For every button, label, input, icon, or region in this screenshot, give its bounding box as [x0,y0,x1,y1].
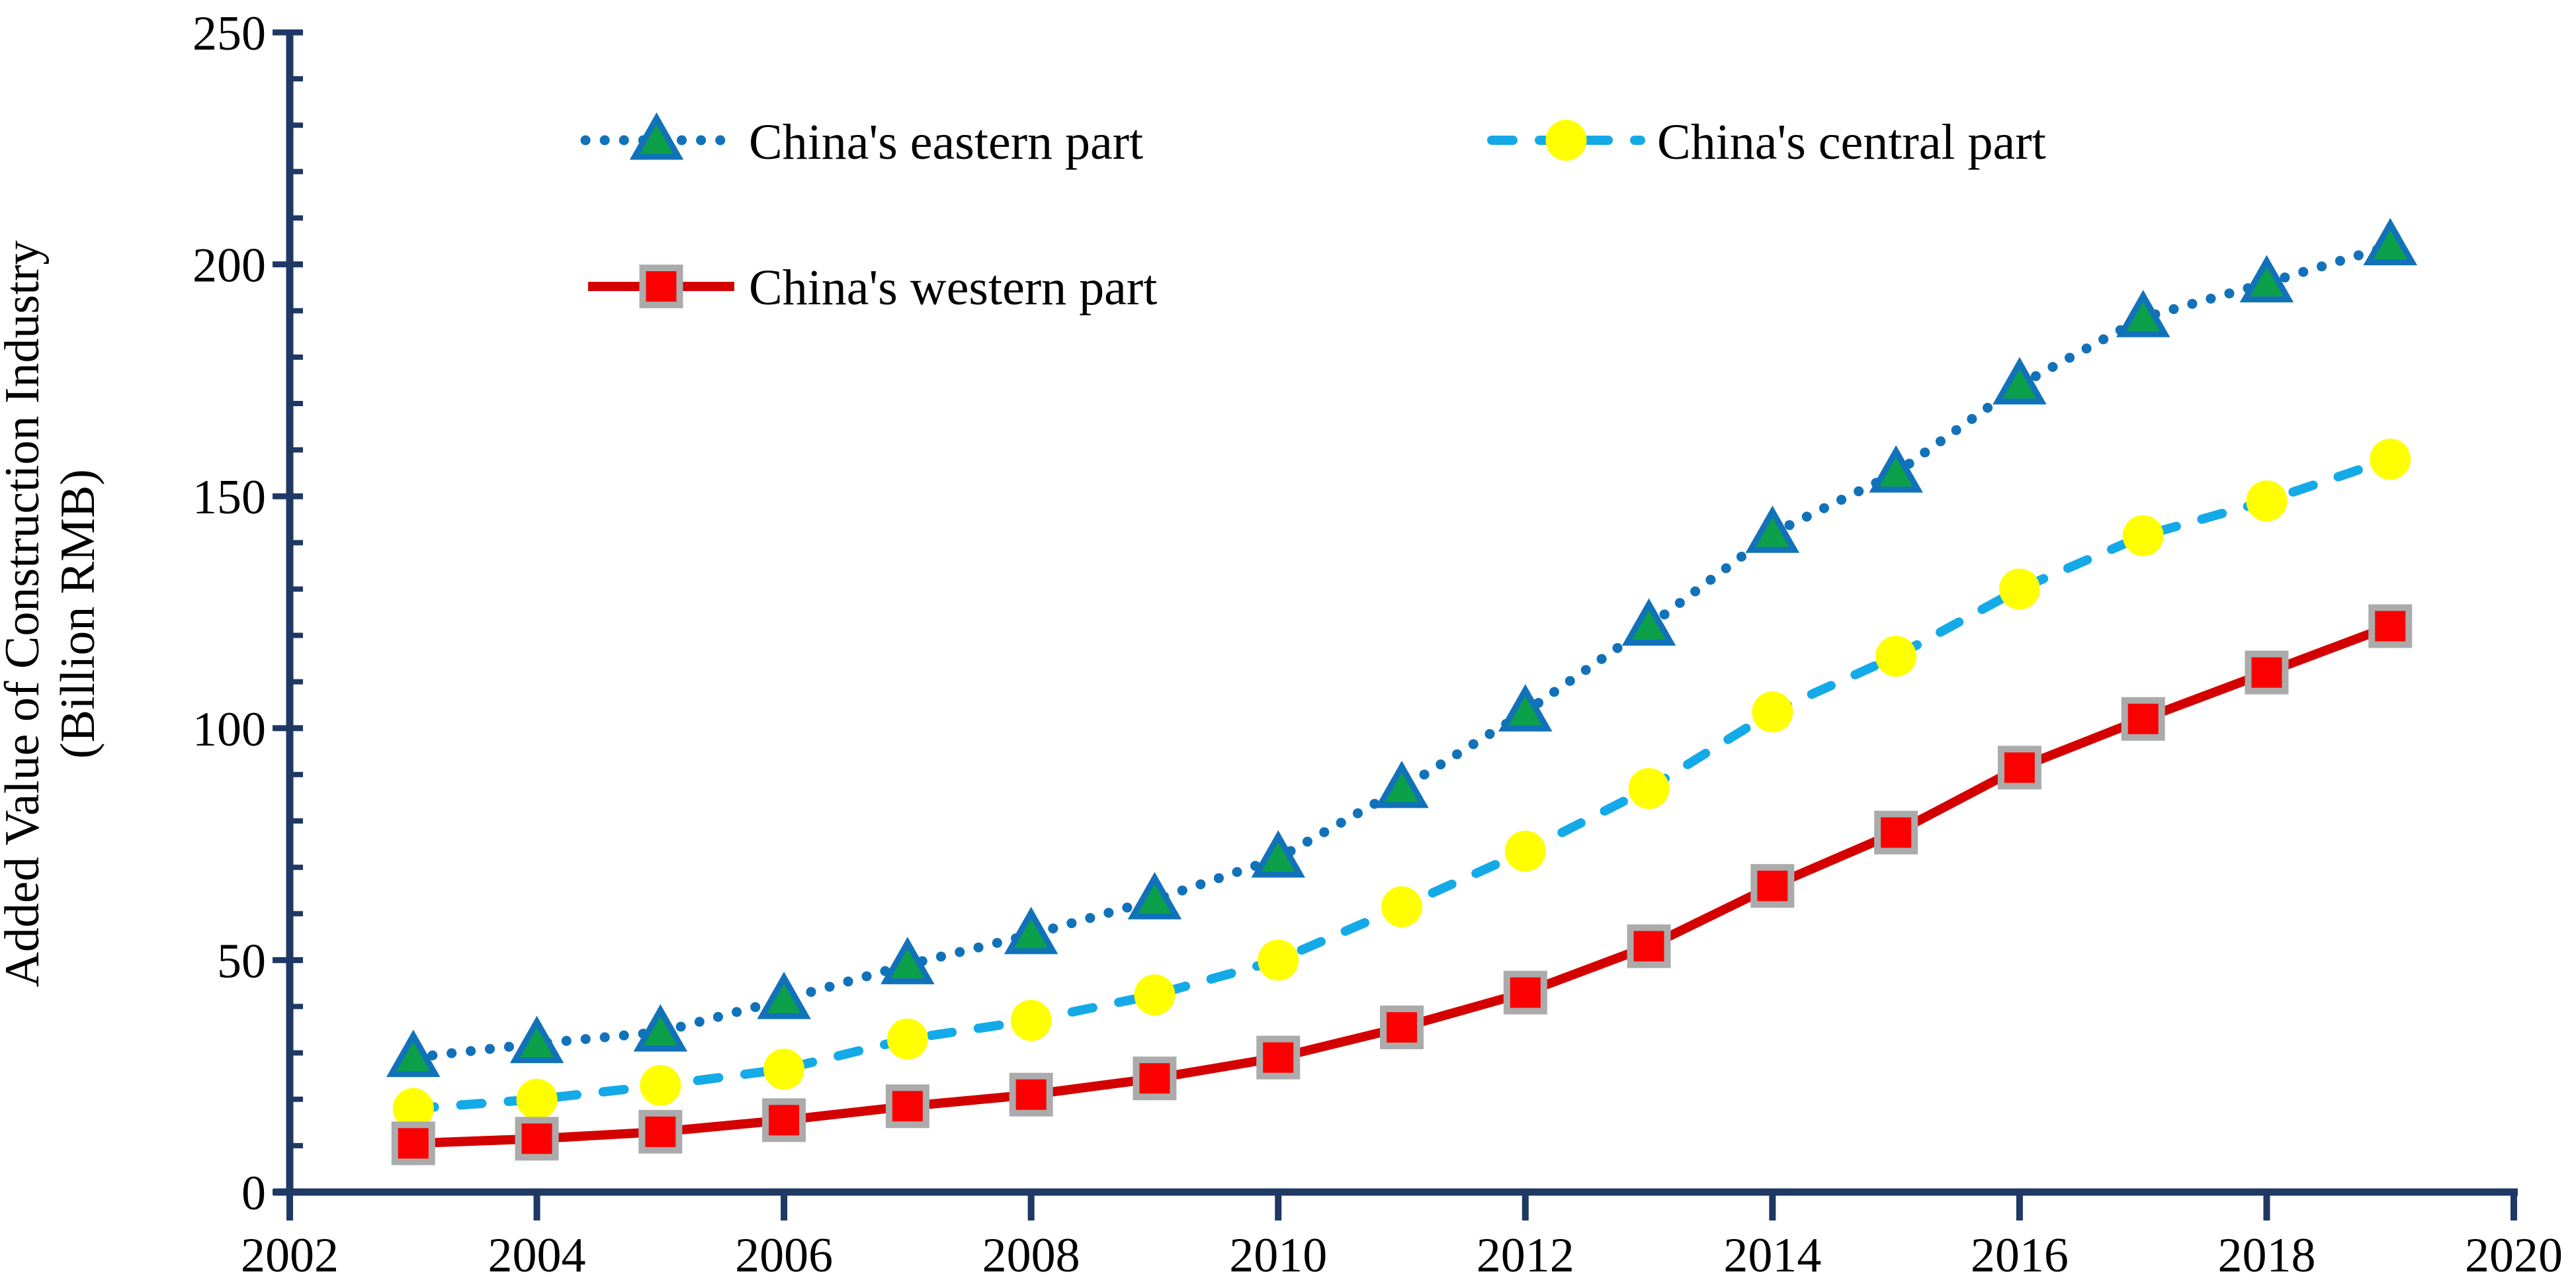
marker-western-2003 [391,1121,435,1166]
marker-western-legend [639,265,683,308]
marker-eastern-2005 [633,1004,688,1052]
marker-eastern-2007 [880,937,935,984]
marker-central-2008 [1010,1000,1052,1041]
marker-western-2014 [1750,864,1795,908]
x-tick-label-2018: 2018 [2217,1228,2315,1283]
legend-swatch-western-icon [588,265,734,308]
marker-central-2010 [1258,939,1299,981]
legend-label-western: China's western part [749,260,1157,316]
marker-central-2011 [1381,886,1422,927]
x-tick-label-2012: 2012 [1477,1228,1574,1283]
marker-eastern-2015 [1869,445,1923,493]
legend-swatch-central-icon [1487,120,1645,161]
legend-label-central: China's central part [1657,114,2046,170]
marker-central-2007 [886,1018,928,1060]
marker-eastern-2012 [1498,684,1553,732]
marker-central-2018 [2246,480,2288,522]
legend-label-eastern: China's eastern part [749,114,1143,170]
marker-eastern-2008 [1004,906,1058,955]
marker-central-2014 [1752,691,1793,733]
marker-western-2016 [1997,746,2041,790]
marker-eastern-2018 [2239,255,2294,303]
marker-western-2008 [1009,1072,1053,1117]
marker-central-2012 [1504,830,1546,872]
series-line-western [413,621,2392,1148]
marker-central-2005 [640,1064,681,1106]
legend-item-central: China's central part [1487,114,2046,170]
x-tick-label-2006: 2006 [735,1228,833,1283]
marker-eastern-2010 [1251,830,1305,878]
marker-western-2010 [1256,1035,1301,1080]
axes: 0 50 100 150 200 250 2002 2004 2006 2008 2010 2012 2… [193,7,2563,1283]
marker-western-2009 [1133,1056,1177,1101]
y-tick-label-100: 100 [193,703,266,757]
marker-eastern-2009 [1127,872,1182,920]
y-tick-label-200: 200 [193,239,266,293]
legend-item-western: China's western part [588,260,1157,316]
y-axis-title-line2: (Billion RMB) [51,469,105,759]
legend: China's eastern part China's central par… [580,112,2046,316]
marker-western-2018 [2245,650,2289,695]
marker-western-2013 [1627,924,1671,968]
y-tick-label-50: 50 [217,934,266,988]
x-tick-label-2020: 2020 [2465,1228,2563,1283]
legend-item-eastern: China's eastern part [580,112,1143,170]
marker-central-2016 [1998,568,2040,610]
marker-eastern-legend [629,112,684,160]
marker-eastern-2006 [757,971,811,1019]
marker-central-2003 [392,1088,434,1129]
marker-western-2007 [885,1084,929,1129]
marker-western-2017 [2121,697,2165,741]
marker-eastern-2017 [2116,290,2170,337]
marker-eastern-2014 [1745,505,1800,553]
x-tick-label-2004: 2004 [488,1228,586,1283]
legend-swatch-eastern-icon [580,112,733,160]
x-tick-label-2002: 2002 [241,1228,339,1283]
marker-western-2005 [638,1109,683,1154]
marker-western-2006 [762,1098,806,1142]
marker-eastern-2013 [1621,598,1676,646]
y-tick-label-250: 250 [193,7,266,61]
x-tick-label-2008: 2008 [982,1228,1080,1283]
marker-central-2019 [2370,439,2411,480]
x-tick-label-2010: 2010 [1229,1228,1327,1283]
marker-eastern-2019 [2363,218,2417,266]
y-axis-title: Added Value of Construction Industry (Bi… [0,240,105,987]
marker-western-2019 [2368,604,2413,648]
marker-central-2006 [763,1049,805,1090]
marker-central-2017 [2122,515,2164,556]
marker-western-2004 [515,1117,559,1161]
marker-eastern-2004 [509,1015,564,1064]
marker-central-2013 [1628,767,1670,809]
marker-eastern-2011 [1375,760,1429,808]
marker-western-2015 [1874,810,1918,855]
marker-western-2011 [1380,1006,1424,1050]
y-axis-title-line1: Added Value of Construction Industry [0,240,50,987]
marker-eastern-2016 [1993,357,2047,405]
marker-central-2004 [516,1078,558,1120]
plot-area [386,218,2417,1166]
marker-western-2012 [1503,970,1547,1015]
x-tick-label-2016: 2016 [1971,1228,2069,1283]
series-line-eastern [408,241,2395,1063]
x-tick-label-2014: 2014 [1723,1228,1821,1283]
marker-central-legend [1545,120,1587,161]
marker-central-2009 [1134,974,1176,1015]
y-tick-label-150: 150 [193,470,266,525]
y-tick-label-0: 0 [241,1166,266,1220]
marker-central-2015 [1875,636,1917,677]
marker-eastern-2003 [386,1029,441,1078]
